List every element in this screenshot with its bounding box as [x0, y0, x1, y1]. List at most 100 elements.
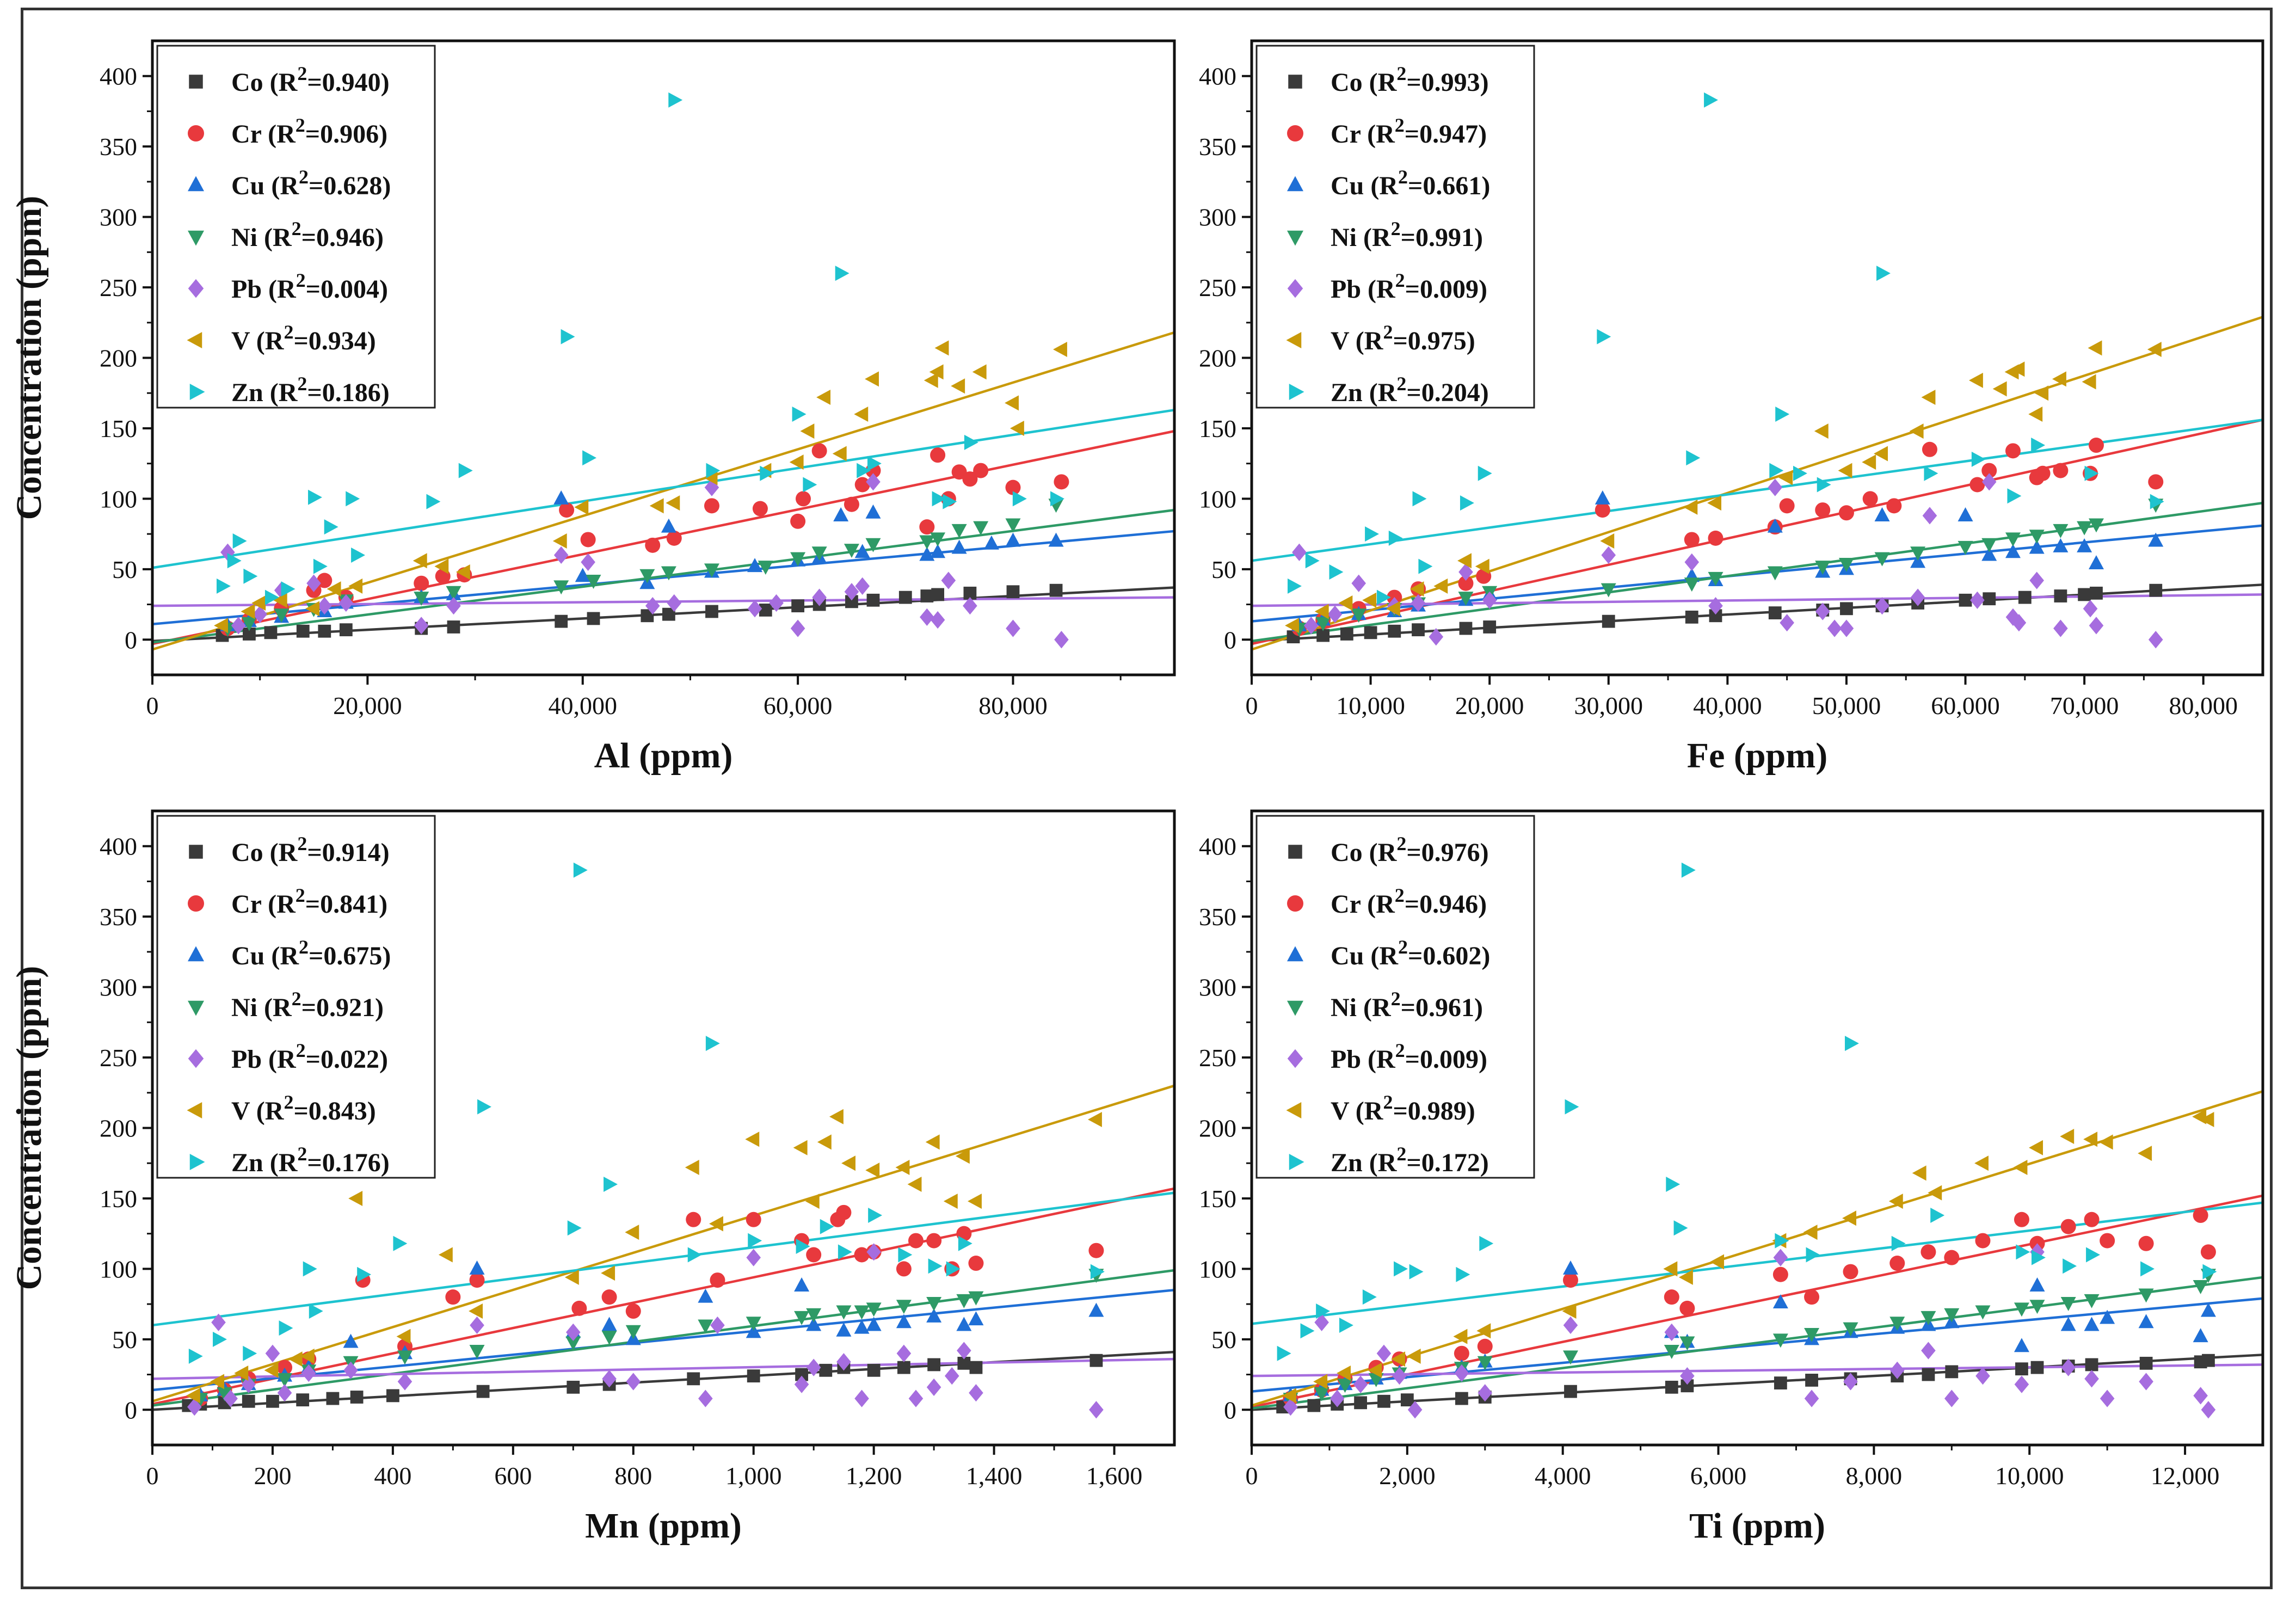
data-point-co	[1602, 614, 1615, 628]
data-point-cr	[844, 496, 859, 512]
data-point-v	[925, 1134, 940, 1150]
data-point-v	[955, 1148, 970, 1164]
data-point-pb	[1392, 1367, 1407, 1385]
data-point-zn	[668, 92, 683, 108]
legend-r2-value: =0.186)	[307, 378, 389, 407]
legend-item-pb: Pb (R2=0.009)	[1287, 1040, 1487, 1074]
legend-r2-value: =0.934)	[293, 327, 376, 355]
data-point-co	[927, 1358, 941, 1372]
data-point-pb	[343, 1361, 358, 1379]
x-tick-label: 1,000	[725, 1462, 782, 1490]
data-point-cr	[1595, 502, 1610, 518]
data-point-pb	[2083, 600, 2098, 618]
data-point-pb	[470, 1316, 484, 1335]
legend-label: Ni (R2=0.991)	[1331, 218, 1483, 252]
x-tick-label: 20,000	[1455, 692, 1524, 720]
legend-box	[1255, 45, 1535, 409]
data-point-v	[924, 372, 938, 388]
data-point-co	[2054, 589, 2067, 602]
data-point-v	[396, 1329, 411, 1344]
data-point-pb	[794, 1375, 809, 1393]
data-point-cr	[710, 1272, 725, 1288]
data-point-v	[865, 1163, 880, 1178]
legend-r2-value: =0.946)	[1405, 890, 1487, 919]
x-tick-label: 800	[614, 1462, 652, 1490]
data-point-ni	[2029, 1300, 2045, 1314]
legend-item-cr: Cr (R2=0.841)	[188, 884, 387, 919]
data-point-ni	[2088, 518, 2104, 533]
data-point-zn	[687, 1247, 702, 1263]
x-tick-label: 0	[1246, 1462, 1258, 1490]
legend-label-text: Co (R	[231, 838, 298, 867]
data-point-cr	[896, 1261, 912, 1277]
data-point-ni	[586, 575, 601, 589]
data-point-ni	[973, 521, 989, 536]
legend-label-text: Pb (R	[231, 1045, 297, 1074]
data-point-zn	[796, 1238, 810, 1254]
data-point-cu	[951, 539, 967, 554]
data-point-ni	[639, 569, 655, 583]
legend: Co (R2=0.940)Cr (R2=0.906)Cu (R2=0.628)N…	[156, 45, 436, 409]
data-point-cu	[2100, 1309, 2115, 1324]
data-point-pb	[1303, 617, 1319, 635]
legend-superscript: 2	[299, 936, 309, 958]
plot-area	[1251, 862, 2263, 1419]
data-point-zn	[567, 1220, 582, 1236]
data-point-pb	[1922, 507, 1937, 525]
data-point-pb	[908, 1389, 924, 1407]
data-point-cr	[930, 447, 946, 463]
data-point-co	[2090, 586, 2103, 600]
legend-superscript: 2	[1395, 884, 1405, 906]
data-point-pb	[306, 574, 321, 592]
data-point-ni	[1767, 566, 1783, 581]
data-point-zn	[1479, 1235, 1494, 1251]
data-point-cu	[469, 1260, 485, 1275]
data-point-v	[1053, 341, 1067, 357]
y-tick-label: 50	[112, 1326, 137, 1354]
legend-label-text: Pb (R	[1331, 275, 1396, 304]
x-tick-label: 4,000	[1535, 1462, 1591, 1490]
data-point-pb	[1089, 1401, 1104, 1419]
data-point-ni	[790, 552, 806, 567]
data-point-v	[413, 553, 427, 569]
data-point-cr	[854, 477, 870, 493]
legend-superscript: 2	[296, 884, 305, 906]
data-point-zn	[1793, 465, 1807, 481]
data-point-ni	[919, 535, 935, 550]
y-tick-label: 350	[100, 903, 137, 931]
x-tick-label: 40,000	[548, 692, 617, 720]
y-tick-label: 200	[1199, 1115, 1236, 1142]
legend-marker-ni	[1287, 230, 1303, 246]
data-point-co	[1316, 629, 1330, 642]
data-point-ni	[1708, 571, 1723, 586]
data-point-cu	[746, 1324, 761, 1338]
data-point-v	[907, 1177, 922, 1192]
data-point-cr	[968, 1256, 984, 1271]
data-point-zn	[1365, 526, 1379, 542]
data-point-zn	[426, 494, 441, 509]
data-point-zn	[2202, 1264, 2217, 1280]
data-point-zn	[868, 1208, 883, 1223]
data-point-pb	[1283, 1398, 1298, 1416]
legend-marker-ni	[188, 1000, 204, 1016]
data-point-cu	[866, 1317, 882, 1331]
legend-item-pb: Pb (R2=0.009)	[1287, 269, 1487, 304]
data-point-ni	[1315, 617, 1331, 631]
legend-marker-cr	[1287, 125, 1303, 142]
legend-label-text: Zn (R	[231, 1148, 298, 1177]
data-point-cu	[865, 504, 881, 519]
data-point-v	[1005, 395, 1019, 411]
legend-label-text: Cr (R	[231, 890, 296, 919]
legend-superscript: 2	[299, 166, 309, 188]
fit-line-co	[1251, 583, 2263, 643]
data-point-cr	[752, 501, 768, 516]
data-point-v	[1386, 601, 1400, 617]
data-point-v	[2098, 1134, 2113, 1150]
data-point-co	[845, 595, 858, 608]
y-tick-label: 100	[1199, 485, 1236, 513]
data-point-pb	[1921, 1342, 1936, 1360]
data-point-zn	[835, 266, 850, 281]
data-point-ni	[277, 1373, 293, 1387]
data-point-v	[649, 498, 664, 514]
data-point-co	[641, 609, 654, 623]
